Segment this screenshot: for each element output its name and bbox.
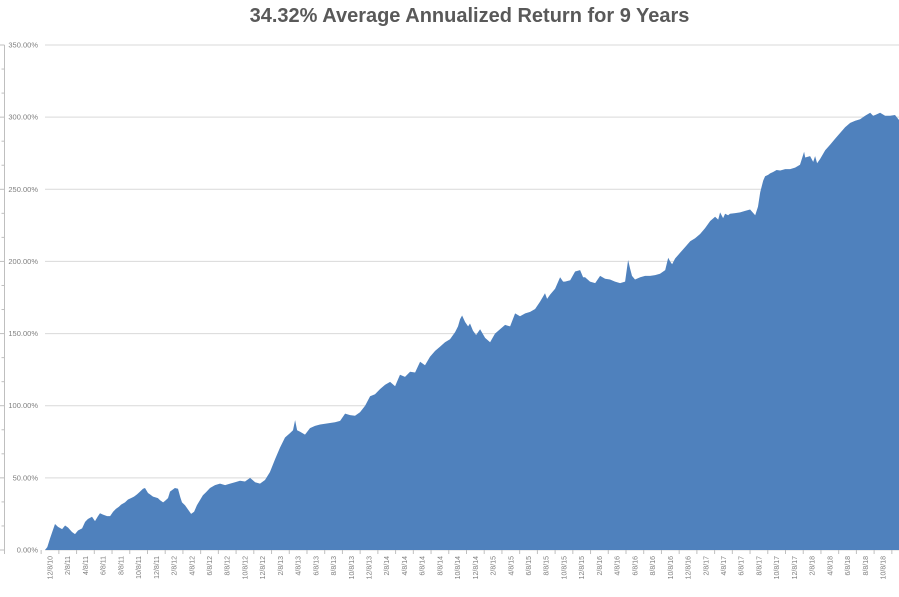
x-axis-label: 2/8/15 <box>491 556 498 576</box>
x-axis-label: 2/8/17 <box>703 556 710 576</box>
x-axis-label: 8/8/16 <box>650 556 657 576</box>
x-axis-label: 8/8/13 <box>331 556 338 576</box>
y-axis-label: 50.00% <box>13 473 39 482</box>
y-axis-label: 300.00% <box>8 113 38 122</box>
y-axis-label: 100.00% <box>8 401 38 410</box>
x-axis-label: 4/8/14 <box>402 556 409 576</box>
x-axis-label: 10/8/16 <box>668 556 675 579</box>
x-axis-label: 12/8/16 <box>686 556 693 579</box>
x-axis-label: 6/8/14 <box>420 556 427 576</box>
x-axis-label: 2/8/18 <box>810 556 817 576</box>
x-axis-label: 8/8/18 <box>863 556 870 576</box>
x-axis-label: 10/8/11 <box>136 556 143 579</box>
x-axis-label: 4/8/17 <box>721 556 728 576</box>
x-axis-label: 10/8/17 <box>774 556 781 579</box>
y-axis-label: 200.00% <box>8 257 38 266</box>
x-axis-label: 12/8/12 <box>260 556 267 579</box>
x-axis-label: 10/8/12 <box>242 556 249 579</box>
x-axis-label: 2/8/12 <box>172 556 179 576</box>
x-axis-label: 10/8/18 <box>880 556 887 579</box>
x-axis-label: 6/8/12 <box>207 556 214 576</box>
x-axis-label: 10/8/14 <box>455 556 462 579</box>
x-axis-label: 10/8/15 <box>561 556 568 579</box>
x-axis-label: 12/8/17 <box>792 556 799 579</box>
x-axis-label: 12/8/15 <box>579 556 586 579</box>
x-axis-label: 4/8/15 <box>508 556 515 576</box>
x-axis-label: 6/8/15 <box>526 556 533 576</box>
x-axis-label: 2/8/11 <box>65 556 72 575</box>
y-axis-label: 250.00% <box>8 185 38 194</box>
x-axis-label: 10/8/13 <box>349 556 356 579</box>
return-area-series <box>45 112 899 551</box>
x-axis-label: 8/8/12 <box>225 556 232 576</box>
x-axis-label: 8/8/14 <box>437 556 444 576</box>
x-axis-label: 12/8/10 <box>48 556 55 579</box>
x-axis-label: 4/8/13 <box>296 556 303 576</box>
y-axis-label: 0.00% <box>17 546 39 555</box>
x-axis-label: 4/8/18 <box>827 556 834 576</box>
x-axis-label: 2/8/16 <box>597 556 604 576</box>
x-axis-label: 4/8/16 <box>615 556 622 576</box>
y-axis-label: 350.00% <box>8 41 38 50</box>
x-axis-label: 8/8/17 <box>756 556 763 576</box>
x-axis-label: 12/8/13 <box>367 556 374 579</box>
x-axis-label: 2/8/14 <box>384 556 391 576</box>
x-axis-label: 6/8/11 <box>101 556 108 575</box>
x-axis-label: 6/8/17 <box>739 556 746 576</box>
x-axis-label: 6/8/18 <box>845 556 852 576</box>
chart-title: 34.32% Average Annualized Return for 9 Y… <box>249 5 690 27</box>
x-axis-label: 6/8/13 <box>313 556 320 576</box>
x-axis-label: 2/8/13 <box>278 556 285 576</box>
x-axis-label: 4/8/12 <box>189 556 196 576</box>
x-axis-label: 8/8/15 <box>544 556 551 576</box>
x-axis-label: 12/8/14 <box>473 556 480 579</box>
x-axis-label: 6/8/16 <box>632 556 639 576</box>
x-axis-label: 8/8/11 <box>118 556 125 575</box>
x-axis-label: 4/8/11 <box>83 556 90 575</box>
x-axis-label: 12/8/11 <box>154 556 161 579</box>
y-axis-label: 150.00% <box>8 329 38 338</box>
